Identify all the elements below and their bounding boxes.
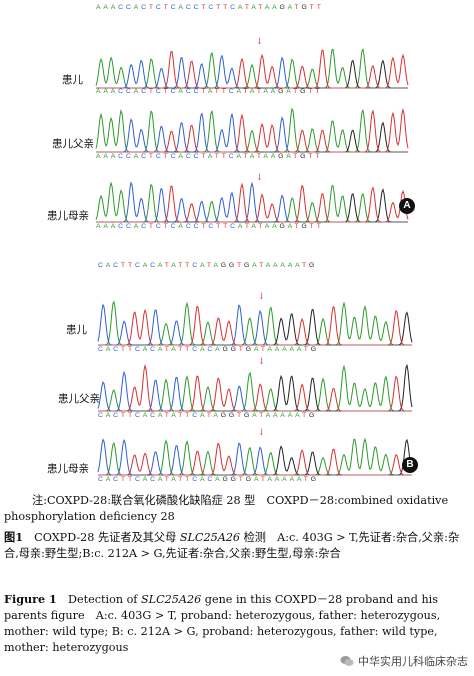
caption-label-en: Figure 1 (4, 592, 57, 606)
trace-t (98, 442, 412, 476)
sequence-row: AAACCACTCTCACCTCTTCATATAAGATGTT (96, 223, 324, 230)
mutation-arrow-icon: ↓ (257, 428, 266, 438)
figure-caption-cn: 图1 COXPD-28 先证者及其父母 SLC25A26 检测 A:c. 403… (4, 529, 470, 562)
trace-a (98, 300, 412, 346)
row-label: 患儿 (66, 324, 87, 336)
caption-text-cn: COXPD-28 先证者及其父母 (22, 531, 180, 544)
sequence-row: AAACCACTCTCACCTATTCATATAAGATGTT (96, 153, 323, 160)
wechat-icon (340, 656, 354, 666)
journal-watermark: 中华实用儿科临床杂志 (340, 653, 468, 669)
panel-badge-a: A (399, 198, 415, 214)
figure-note: 注:COXPD-28:联合氧化磷酸化缺陷症 28 型 COXPD－28:comb… (4, 493, 470, 525)
panel-badge-b: B (402, 457, 418, 473)
mutation-arrow-icon: ↓ (257, 357, 266, 367)
caption-text-en-2: gene in this COXPD－28 proband and his pa… (4, 593, 441, 654)
trace-g (96, 121, 408, 153)
chromatogram-traces (95, 47, 413, 476)
sequence-row: CACTTCACATATTCACAGGTGATAAAAATG (98, 476, 319, 483)
row-label: 患儿父亲 (52, 138, 94, 150)
caption-text-en: Detection of (56, 593, 142, 606)
sequence-row: CACTTCACATATTCACAGGTGATAAAAATG (98, 346, 319, 353)
mutation-arrow-icon: ↓ (255, 173, 264, 183)
gene-name: SLC25A26 (179, 531, 241, 544)
reference-sequence-b: CACTTCACATATTCATAGGTGATAAAAATG (98, 262, 318, 269)
row-label: 患儿父亲 (58, 393, 100, 405)
reference-sequence-a: AAACCACTCTCACCTCTTCATATAAGATGTT (96, 4, 324, 11)
trace-t (98, 305, 412, 346)
figure-caption-en: Figure 1 Detection of SLC25A26 gene in t… (4, 591, 470, 656)
sequence-row: CACTTCACATATTCATAGGTGATAAAAATG (98, 412, 318, 419)
note-text: COXPD-28:联合氧化磷酸化缺陷症 28 型 COXPD－28:combin… (4, 494, 449, 523)
trace-c (97, 438, 412, 476)
mutation-arrow-icon: ↓ (257, 292, 266, 302)
trace-a (95, 107, 408, 153)
trace-c (97, 370, 412, 412)
gene-name: SLC25A26 (141, 593, 202, 606)
watermark-text: 中华实用儿科临床杂志 (358, 655, 468, 668)
caption-text-cn-2: 检测 A:c. 403G > T,先证者:杂合,父亲:杂合,母亲:野生型;B:c… (4, 531, 460, 560)
row-label: 患儿 (62, 74, 83, 86)
trace-g (98, 308, 413, 346)
trace-a (98, 437, 412, 476)
sequence-row: AAACCACTCTCACCTATTCATATAAGATGTT (96, 88, 323, 95)
row-label: 患儿母亲 (47, 463, 89, 475)
trace-a (98, 364, 412, 412)
sequencing-figure: AAACCACTCTCACCTCTTCATATAAGATGTT ↓ 患儿 AAA… (47, 4, 418, 483)
caption-label-cn: 图1 (4, 530, 23, 544)
row-label: 患儿母亲 (47, 210, 89, 222)
trace-g (98, 438, 413, 476)
note-prefix: 注: (32, 494, 47, 507)
mutation-arrow-icon: ↓ (255, 37, 264, 47)
